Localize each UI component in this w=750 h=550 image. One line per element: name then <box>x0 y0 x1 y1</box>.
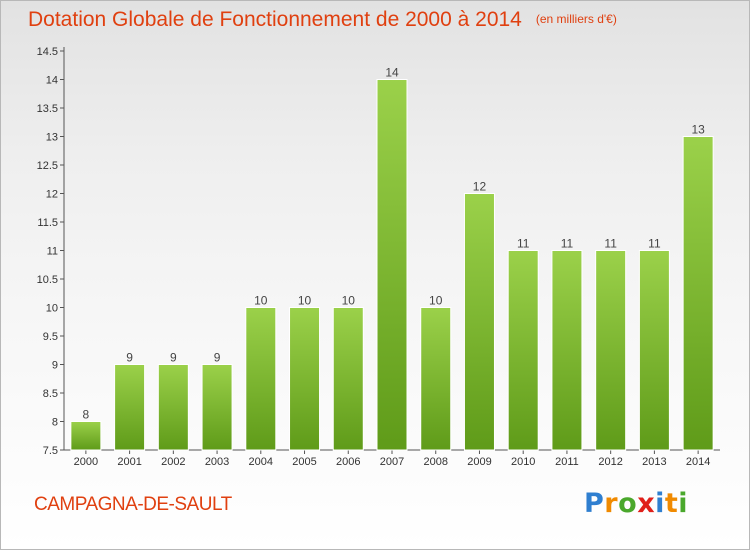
y-tick-label: 10.5 <box>37 274 58 286</box>
bar <box>463 193 495 451</box>
bar <box>507 250 539 451</box>
y-tick-label: 11 <box>47 246 58 258</box>
y-tick-label: 12 <box>46 189 58 201</box>
bar <box>595 250 627 451</box>
x-tick-label: 2000 <box>74 456 98 468</box>
bar-value-label: 12 <box>473 180 487 194</box>
x-tick-label: 2014 <box>686 456 710 468</box>
logo-letter: x <box>637 488 656 519</box>
bar <box>551 250 583 451</box>
commune-name: CAMPAGNA-DE-SAULT <box>34 494 232 515</box>
y-tick-label: 14 <box>46 75 58 87</box>
bar-value-label: 9 <box>170 351 177 365</box>
bar-value-label: 9 <box>126 351 133 365</box>
y-tick-label: 14.5 <box>37 46 58 58</box>
bar <box>289 307 321 451</box>
y-tick-label: 11.5 <box>37 217 58 229</box>
x-tick-label: 2011 <box>555 456 579 468</box>
chart-title: Dotation Globale de Fonctionnement de 20… <box>28 8 617 32</box>
bar-value-label: 11 <box>561 237 574 251</box>
x-tick-label: 2012 <box>598 456 622 468</box>
logo-letter: i <box>655 488 665 519</box>
bar <box>201 364 233 451</box>
bar <box>245 307 277 451</box>
bar-value-label: 10 <box>342 294 356 308</box>
logo-letter: P <box>584 488 605 519</box>
y-tick-label: 9.5 <box>43 331 58 343</box>
x-tick-label: 2006 <box>336 456 360 468</box>
bar-value-label: 9 <box>214 351 221 365</box>
bar <box>682 136 714 451</box>
x-tick-label: 2007 <box>380 456 404 468</box>
bar-value-label: 11 <box>604 237 617 251</box>
x-tick-label: 2008 <box>423 456 447 468</box>
bar <box>157 364 189 451</box>
y-tick-label: 13 <box>46 132 58 144</box>
x-tick-label: 2005 <box>292 456 316 468</box>
bar-value-label: 14 <box>385 66 399 80</box>
x-tick-label: 2013 <box>642 456 666 468</box>
proxiti-logo: Proxiti <box>584 488 688 519</box>
x-tick-label: 2003 <box>205 456 229 468</box>
bar <box>114 364 146 451</box>
chart-axes: 7.5 8 8.5 9 9.5 10 10.5 11 11.5 12 12.5 13 13.5 14 14.… <box>37 46 720 468</box>
bar-value-label: 8 <box>83 408 90 422</box>
bar <box>70 421 102 451</box>
y-tick-label: 10 <box>46 303 58 315</box>
chart-bars: 8 9 9 9 10 10 10 14 10 12 11 11 11 11 13 <box>70 66 714 451</box>
x-tick-label: 2002 <box>161 456 185 468</box>
y-tick-label: 12.5 <box>37 160 58 172</box>
chart-unit: (en milliers d'€) <box>535 12 617 26</box>
y-tick-label: 7.5 <box>43 445 58 457</box>
bar <box>332 307 364 451</box>
x-tick-label: 2001 <box>117 456 141 468</box>
x-tick-label: 2010 <box>511 456 535 468</box>
bar-value-label: 13 <box>691 123 705 137</box>
bar <box>420 307 452 451</box>
y-tick-label: 8.5 <box>43 388 58 400</box>
logo-letter: i <box>678 488 689 519</box>
bar-value-label: 11 <box>648 237 661 251</box>
y-tick-label: 8 <box>52 417 58 429</box>
bar <box>376 79 408 451</box>
chart-title-text: Dotation Globale de Fonctionnement de 20… <box>28 8 522 31</box>
logo-letter: t <box>664 488 679 519</box>
y-tick-label: 9 <box>52 360 58 372</box>
bar-value-label: 10 <box>298 294 312 308</box>
bar-value-label: 11 <box>517 237 530 251</box>
bar-value-label: 10 <box>254 294 268 308</box>
y-tick-label: 13.5 <box>37 103 58 115</box>
logo-letter: r <box>604 488 619 519</box>
x-tick-label: 2004 <box>249 456 273 468</box>
bar-value-label: 10 <box>429 294 443 308</box>
x-tick-label: 2009 <box>467 456 491 468</box>
bar <box>638 250 670 451</box>
logo-letter: o <box>618 488 638 519</box>
